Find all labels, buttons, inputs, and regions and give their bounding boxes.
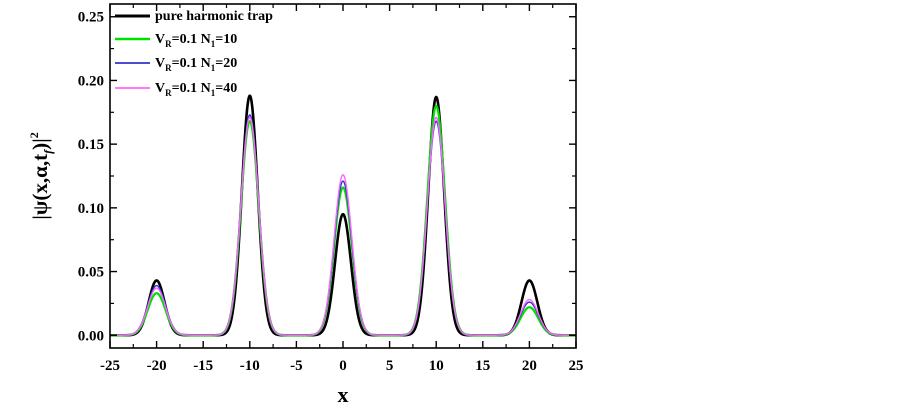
legend-label-3: VR=0.1 N1=20 (155, 56, 237, 73)
y-tick-label: 0.20 (78, 73, 104, 89)
x-tick-label: 15 (475, 358, 490, 374)
legend-label-2: VR=0.1 N1=10 (155, 32, 237, 49)
y-tick-label: 0.25 (78, 10, 104, 26)
series-line-4 (109, 116, 577, 336)
y-axis-title-sub: f (41, 149, 55, 154)
y-axis-title-end: )| (28, 138, 52, 150)
y-axis-title: |ψ(x,α,tf)|2 (27, 132, 55, 219)
ticks-layer: -25 -20 -15 -10 -5 0 5 10 15 20 25 0.00 0.05 0.10 0.15… (78, 4, 584, 374)
y-axis-title-sup: 2 (27, 132, 41, 138)
x-axis-title: x (338, 382, 349, 406)
y-tick-label: 0.05 (78, 265, 104, 281)
x-tick-label: 0 (339, 358, 347, 374)
x-tick-label: -10 (240, 358, 260, 374)
x-tick-label: 10 (429, 358, 444, 374)
y-tick-label: 0.10 (78, 201, 104, 217)
x-tick-label: -15 (193, 358, 213, 374)
x-tick-label: -25 (100, 358, 120, 374)
x-tick-label: -20 (147, 358, 167, 374)
y-axis-title-main: |ψ(x,α,t (28, 154, 52, 220)
legend: pure harmonic trap VR=0.1 N1=10 VR=0.1 N1=… (115, 9, 273, 98)
y-tick-label: 0.00 (78, 328, 104, 344)
legend-label-1: pure harmonic trap (155, 9, 273, 24)
x-tick-label: 5 (386, 358, 394, 374)
svg-text:|ψ(x,α,tf)|2: |ψ(x,α,tf)|2 (27, 132, 55, 219)
y-tick-label: 0.15 (78, 137, 104, 153)
x-tick-label: 20 (522, 358, 537, 374)
legend-label-4: VR=0.1 N1=40 (155, 81, 237, 98)
series-layer (109, 94, 577, 337)
x-tick-label: 25 (569, 358, 584, 374)
x-tick-label: -5 (290, 358, 303, 374)
